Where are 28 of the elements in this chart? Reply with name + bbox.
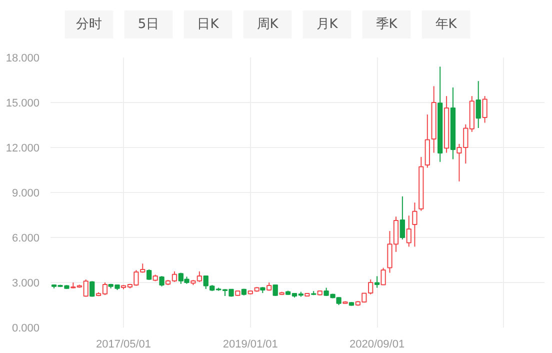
candlestick	[380, 267, 386, 286]
candlestick	[368, 279, 374, 295]
candlestick	[159, 276, 164, 287]
candlestick	[482, 96, 488, 124]
candlestick	[374, 276, 380, 288]
y-tick-label: 9.000	[12, 188, 40, 200]
candlestick	[400, 196, 406, 240]
candlestick	[412, 202, 418, 248]
y-tick-label: 15.000	[6, 98, 40, 110]
text: 季K	[376, 17, 398, 32]
text: 5日	[138, 17, 160, 32]
y-tick-label: 6.000	[12, 232, 40, 244]
text: 周K	[256, 17, 279, 32]
candlestick	[476, 80, 481, 128]
candlestick	[146, 268, 152, 280]
text: 月K	[316, 17, 338, 32]
candlestick	[406, 215, 412, 248]
y-tick-label: 18.000	[6, 52, 40, 64]
text: 日K	[197, 17, 220, 32]
candlestick	[90, 280, 95, 298]
x-tick-label: 2019/01/01	[222, 338, 278, 350]
text: 年K	[435, 17, 458, 32]
x-tick-label: 2017/05/01	[96, 338, 152, 350]
y-tick-label: 0.000	[12, 322, 40, 334]
y-tick-label: 3.000	[12, 278, 40, 290]
y-tick-label: 12.000	[6, 142, 40, 154]
x-tick-label: 2020/09/01	[350, 338, 405, 350]
text: 分时	[76, 17, 102, 32]
